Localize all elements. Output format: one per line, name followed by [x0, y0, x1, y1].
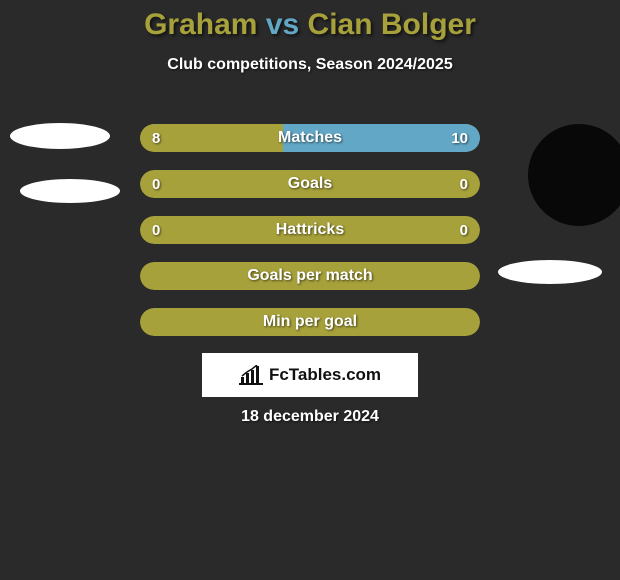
stat-row: Matches8 10: [140, 124, 480, 152]
avatar-left-placeholder-2: [20, 179, 120, 203]
chart-icon: [239, 365, 263, 385]
title-player-right: Cian Bolger: [308, 8, 476, 41]
comparison-bars: Matches810Goals00Hattricks00Goals per ma…: [140, 124, 480, 354]
logo-text: FcTables.com: [269, 365, 381, 385]
date-text: 18 december 2024: [0, 408, 620, 426]
stat-label: Hattricks: [140, 216, 480, 244]
title-player-left: Graham: [144, 8, 257, 41]
subtitle: Club competitions, Season 2024/2025: [0, 56, 620, 74]
stat-value-left: 0: [152, 216, 160, 244]
avatar-right-photo: [528, 124, 620, 226]
stat-row: Goals per match: [140, 262, 480, 290]
stat-label: Min per goal: [140, 308, 480, 336]
stat-value-right: 10: [451, 124, 468, 152]
stat-row: Goals0 0: [140, 170, 480, 198]
fctables-logo: FcTables.com: [202, 353, 418, 397]
stat-label: Matches: [140, 124, 480, 152]
stat-label: Goals per match: [140, 262, 480, 290]
page-title: Graham vs Cian Bolger: [0, 0, 620, 42]
title-vs: vs: [266, 8, 299, 41]
stat-label: Goals: [140, 170, 480, 198]
stat-row: Hattricks0 0: [140, 216, 480, 244]
avatar-right-placeholder: [498, 260, 602, 284]
stat-value-right: 0: [460, 170, 468, 198]
stat-value-right: 0: [460, 216, 468, 244]
stat-value-left: 8: [152, 124, 160, 152]
avatar-left-placeholder-1: [10, 123, 110, 149]
comparison-infographic: Graham vs Cian Bolger Club competitions,…: [0, 0, 620, 580]
stat-value-left: 0: [152, 170, 160, 198]
stat-row: Min per goal: [140, 308, 480, 336]
